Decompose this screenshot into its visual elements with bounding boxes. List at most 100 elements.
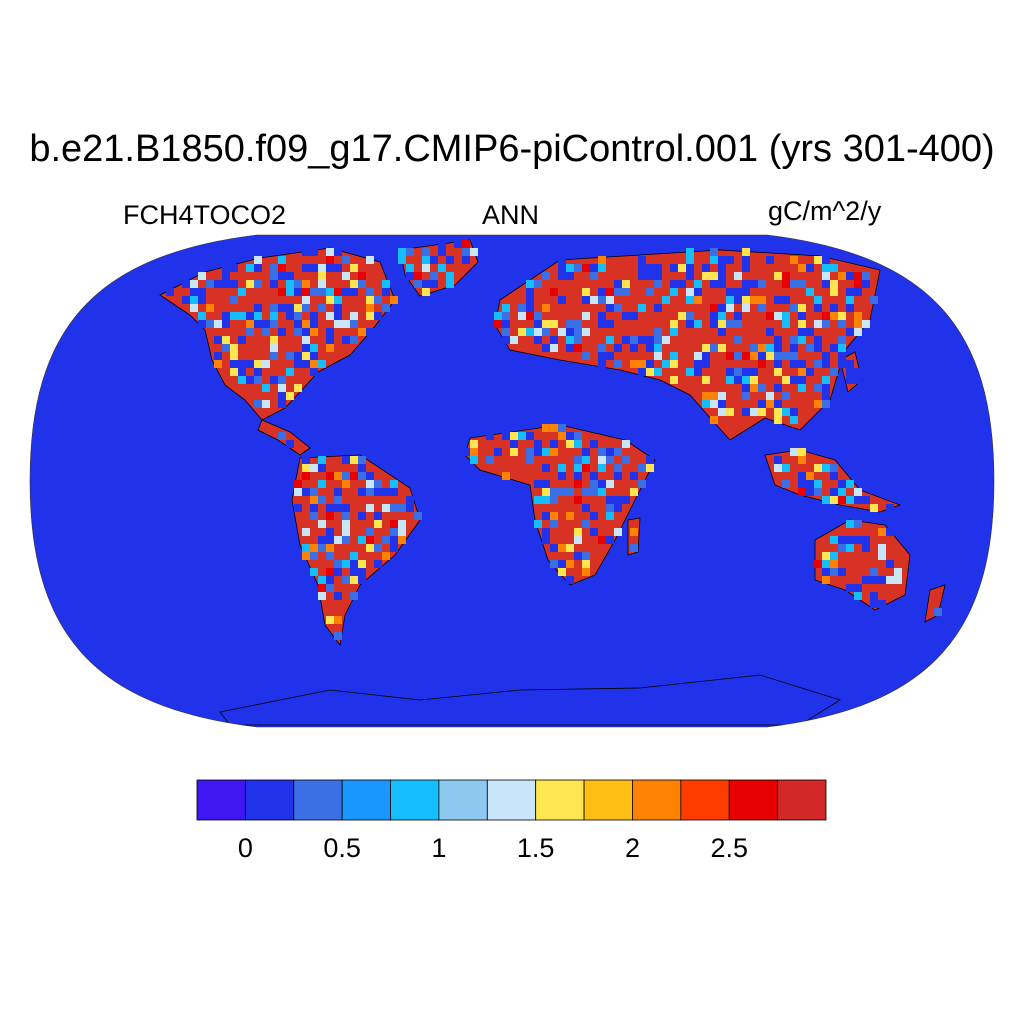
field-cell bbox=[646, 344, 654, 352]
field-cell bbox=[270, 336, 278, 344]
field-cell bbox=[606, 352, 614, 360]
field-cell bbox=[798, 304, 806, 312]
field-cell bbox=[558, 256, 566, 264]
field-cell bbox=[582, 488, 590, 496]
field-cell bbox=[558, 296, 566, 304]
field-cell bbox=[302, 296, 310, 304]
field-cell bbox=[438, 248, 446, 256]
field-cell bbox=[806, 488, 814, 496]
field-cell bbox=[702, 344, 710, 352]
field-cell bbox=[590, 480, 598, 488]
field-cell bbox=[702, 392, 710, 400]
field-cell bbox=[550, 440, 558, 448]
field-cell bbox=[326, 248, 334, 256]
field-cell bbox=[294, 504, 302, 512]
field-cell bbox=[782, 272, 790, 280]
field-cell bbox=[622, 288, 630, 296]
field-cell bbox=[318, 304, 326, 312]
field-cell bbox=[342, 512, 350, 520]
field-cell bbox=[718, 320, 726, 328]
field-cell bbox=[598, 256, 606, 264]
field-cell bbox=[798, 488, 806, 496]
field-cell bbox=[734, 288, 742, 296]
field-cell bbox=[382, 280, 390, 288]
field-cell bbox=[638, 480, 646, 488]
field-cell bbox=[334, 504, 342, 512]
field-cell bbox=[686, 272, 694, 280]
field-cell bbox=[526, 448, 534, 456]
field-cell bbox=[550, 488, 558, 496]
field-cell bbox=[790, 416, 798, 424]
field-cell bbox=[342, 504, 350, 512]
field-cell bbox=[710, 320, 718, 328]
field-cell bbox=[750, 368, 758, 376]
field-cell bbox=[718, 408, 726, 416]
field-cell bbox=[734, 376, 742, 384]
field-cell bbox=[774, 312, 782, 320]
field-cell bbox=[310, 360, 318, 368]
field-cell bbox=[798, 264, 806, 272]
field-cell bbox=[414, 280, 422, 288]
field-cell bbox=[758, 400, 766, 408]
field-cell bbox=[774, 336, 782, 344]
field-cell bbox=[326, 344, 334, 352]
field-cell bbox=[718, 272, 726, 280]
field-cell bbox=[838, 568, 846, 576]
field-cell bbox=[790, 304, 798, 312]
field-cell bbox=[366, 256, 374, 264]
field-cell bbox=[534, 448, 542, 456]
field-cell bbox=[542, 536, 550, 544]
field-cell bbox=[822, 576, 830, 584]
field-cell bbox=[534, 496, 542, 504]
field-cell bbox=[286, 440, 294, 448]
field-cell bbox=[686, 264, 694, 272]
field-cell bbox=[822, 464, 830, 472]
field-cell bbox=[286, 352, 294, 360]
field-cell bbox=[614, 344, 622, 352]
field-cell bbox=[566, 440, 574, 448]
field-cell bbox=[542, 528, 550, 536]
field-cell bbox=[822, 400, 830, 408]
field-cell bbox=[774, 296, 782, 304]
field-cell bbox=[310, 544, 318, 552]
field-cell bbox=[806, 480, 814, 488]
field-cell bbox=[342, 472, 350, 480]
field-cell bbox=[686, 368, 694, 376]
colorbar-tick-label: 1 bbox=[431, 833, 446, 863]
field-cell bbox=[854, 376, 862, 384]
field-cell bbox=[294, 312, 302, 320]
field-cell bbox=[326, 552, 334, 560]
field-cell bbox=[598, 312, 606, 320]
field-cell bbox=[606, 504, 614, 512]
field-cell bbox=[334, 264, 342, 272]
field-cell bbox=[358, 560, 366, 568]
field-cell bbox=[390, 520, 398, 528]
field-cell bbox=[582, 520, 590, 528]
field-cell bbox=[206, 320, 214, 328]
field-cell bbox=[630, 336, 638, 344]
field-cell bbox=[870, 600, 878, 608]
field-cell bbox=[334, 472, 342, 480]
field-cell bbox=[198, 288, 206, 296]
field-cell bbox=[366, 328, 374, 336]
field-cell bbox=[862, 536, 870, 544]
field-cell bbox=[582, 568, 590, 576]
field-cell bbox=[310, 248, 318, 256]
field-cell bbox=[326, 336, 334, 344]
field-cell bbox=[294, 280, 302, 288]
field-cell bbox=[622, 456, 630, 464]
field-cell bbox=[438, 264, 446, 272]
field-cell bbox=[574, 344, 582, 352]
field-cell bbox=[278, 264, 286, 272]
field-cell bbox=[694, 280, 702, 288]
field-cell bbox=[590, 512, 598, 520]
colorbar-box bbox=[583, 779, 633, 821]
field-cell bbox=[278, 288, 286, 296]
field-cell bbox=[342, 536, 350, 544]
field-cell bbox=[398, 536, 406, 544]
field-cell bbox=[694, 296, 702, 304]
field-cell bbox=[398, 256, 406, 264]
field-cell bbox=[822, 376, 830, 384]
field-cell bbox=[238, 312, 246, 320]
